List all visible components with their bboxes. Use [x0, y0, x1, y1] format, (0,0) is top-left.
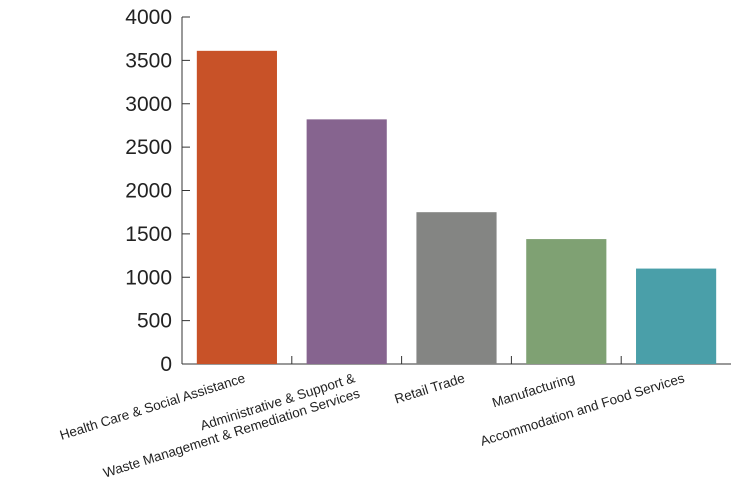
- y-tick-label: 3500: [125, 49, 172, 72]
- bar: [306, 119, 387, 365]
- y-tick-label: 2000: [125, 180, 172, 203]
- y-tick-label: 2500: [125, 136, 172, 159]
- bars: [196, 50, 717, 365]
- bar: [416, 212, 497, 364]
- x-tick-label: Manufacturing: [490, 370, 576, 410]
- x-tick-label: Waste Management & Remediation Services: [101, 386, 361, 481]
- x-tick-label-group: Manufacturing: [490, 370, 576, 410]
- category-labels: Health Care & Social AssistanceAdministr…: [58, 370, 687, 480]
- x-tick-label: Retail Trade: [393, 370, 467, 406]
- x-tick-label: Accommodation and Food Services: [478, 370, 686, 448]
- x-tick-label-group: Retail Trade: [393, 370, 467, 406]
- y-tick-label: 1500: [125, 223, 172, 246]
- x-tick-label-group: Accommodation and Food Services: [478, 370, 686, 448]
- bar: [196, 50, 277, 365]
- y-tick-label: 500: [137, 310, 172, 333]
- y-tick-label: 0: [160, 353, 172, 376]
- y-tick-label: 4000: [125, 6, 172, 29]
- y-tick-label: 3000: [125, 93, 172, 116]
- bar: [526, 239, 607, 364]
- bar: [636, 268, 717, 364]
- y-axis: 0 500 1000 1500 2000 2500 3000 3500 4000: [125, 6, 190, 376]
- y-tick-label: 1000: [125, 266, 172, 289]
